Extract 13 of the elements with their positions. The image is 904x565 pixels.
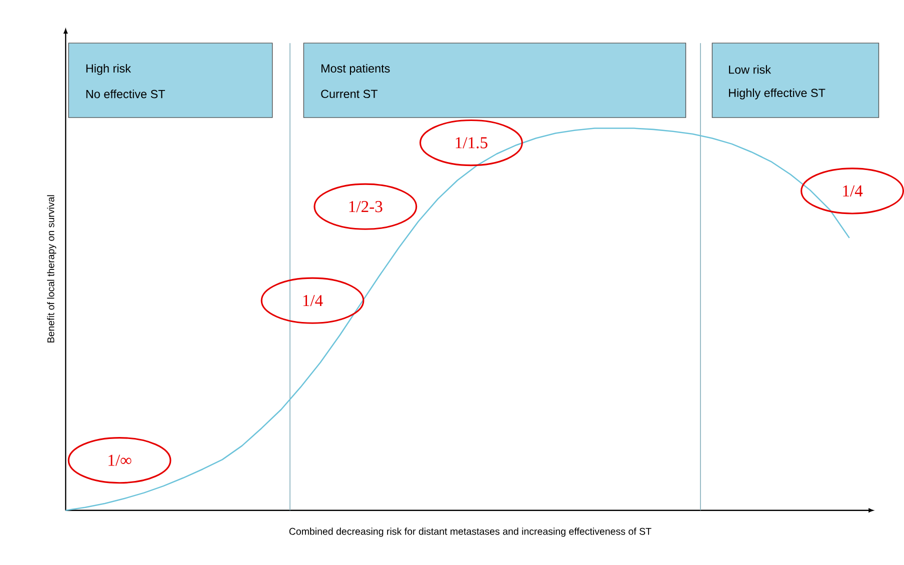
x-axis-title: Combined decreasing risk for distant metastases and increasing effectiveness of ST xyxy=(289,528,652,537)
annotation: 1/2-3 xyxy=(349,200,382,212)
text: Low risk xyxy=(729,65,772,74)
text: Highly effective ST xyxy=(729,88,826,100)
text: High risk xyxy=(86,64,131,75)
annotation: 1/4 xyxy=(843,185,863,196)
text: Current ST xyxy=(321,90,378,98)
annotation: 1/1.5 xyxy=(456,137,488,148)
y-axis-title: Benefit of local therapy on survival xyxy=(47,195,56,342)
annotation: 1/∞ xyxy=(108,454,132,466)
text: Most patients xyxy=(322,64,390,75)
text: No effective ST xyxy=(86,89,165,98)
annotation: 1/4 xyxy=(303,294,323,306)
